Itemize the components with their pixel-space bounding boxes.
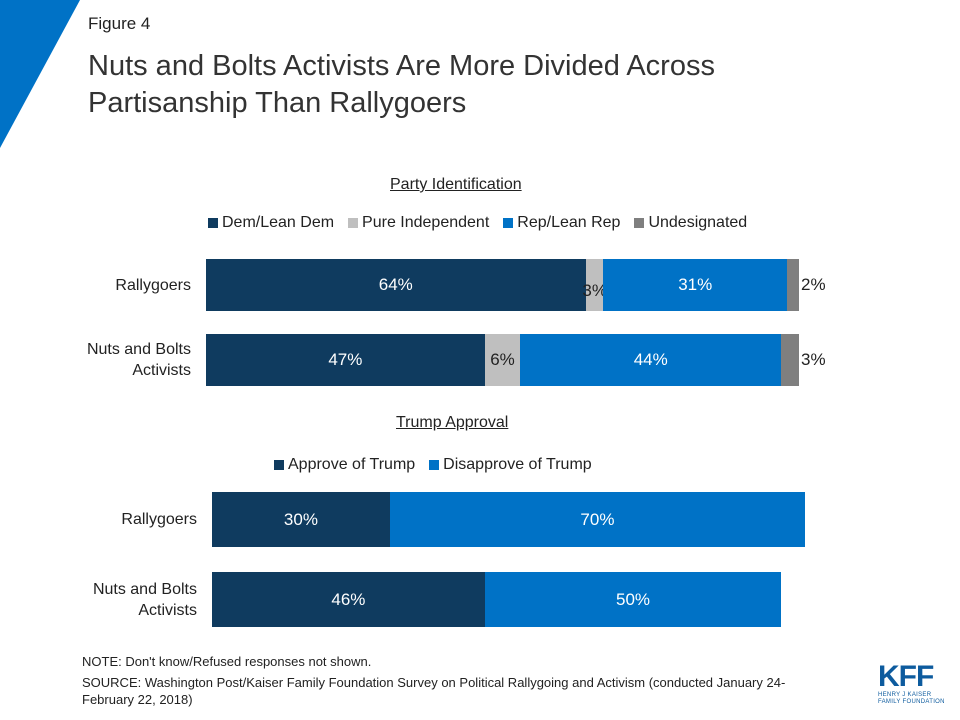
bar-segment-rep-lean-rep	[520, 334, 782, 386]
party-chart-title: Party Identification	[390, 176, 522, 193]
legend-swatch	[208, 218, 218, 228]
legend-swatch	[348, 218, 359, 228]
row-label-nuts-and-bolts-activists: Nuts and Bolts Activists	[92, 580, 197, 619]
bar-segment-undesignated	[787, 259, 799, 311]
data-label-rep-lean-rep: 44%	[633, 350, 668, 369]
logo-main-text: KFF	[878, 660, 934, 693]
bar-segment-undesignated	[781, 334, 799, 386]
trump-legend: Approve of Trump Disapprove of Trump	[274, 456, 592, 474]
source-text: SOURCE: Washington Post/Kaiser Family Fo…	[82, 675, 786, 707]
data-label-disapprove-of-trump: 70%	[580, 509, 615, 529]
data-label-approve-of-trump: 30%	[283, 509, 318, 529]
legend-label: Disapprove of Trump	[443, 456, 592, 473]
logo-sub-line-2: FAMILY FOUNDATION	[878, 699, 945, 705]
bar-segment-rep-lean-rep	[603, 259, 788, 311]
data-label-dem-lean-dem: 47%	[328, 350, 363, 369]
legend-label: Rep/Lean Rep	[517, 214, 621, 231]
legend-swatch	[634, 218, 645, 228]
kff-logo: KFF HENRY J KAISER FAMILY FOUNDATION	[878, 662, 945, 706]
data-label-disapprove-of-trump: 50%	[616, 589, 651, 609]
legend-label: Undesignated	[648, 214, 748, 231]
bar-segment-pure-independent	[585, 259, 604, 311]
note-text: NOTE: Don't know/Refused responses not s…	[82, 654, 372, 669]
title-line-2: Partisanship Than Rallygoers	[88, 87, 467, 119]
bar-segment-approve-of-trump	[212, 492, 390, 547]
legend-item-rep-lean-rep: Rep/Lean Rep	[503, 214, 620, 232]
legend-swatch	[503, 218, 514, 228]
bar-segment-disapprove-of-trump	[484, 572, 782, 627]
legend-item-disapprove-of-trump: Disapprove of Trump	[429, 456, 592, 474]
corner-accent-shape	[0, 0, 80, 148]
data-label-pure-independent: 6%	[490, 350, 515, 369]
data-label-approve-of-trump: 46%	[331, 589, 366, 609]
row-label-rallygoers: Rallygoers	[121, 511, 197, 528]
legend-swatch	[429, 460, 440, 470]
bar-segment-approve-of-trump	[212, 572, 485, 627]
legend-item-undesignated: Undesignated	[634, 214, 747, 232]
bar-segment-dem-lean-dem	[206, 334, 485, 386]
row-label-rallygoers: Rallygoers	[115, 276, 191, 294]
legend-item-pure-independent: Pure Independent	[348, 214, 489, 232]
data-label-rep-lean-rep: 31%	[678, 275, 713, 294]
legend-swatch	[274, 460, 284, 470]
legend-item-dem-lean-dem: Dem/Lean Dem	[208, 214, 334, 232]
chart-title: Nuts and Bolts Activists Are More Divide…	[88, 48, 908, 122]
trump-chart-title: Trump Approval	[396, 414, 509, 431]
legend-label: Dem/Lean Dem	[222, 214, 335, 231]
data-label-pure-independent: 3%	[582, 281, 607, 300]
party-legend: Dem/Lean Dem Pure Independent Rep/Lean Rep…	[208, 214, 747, 232]
data-label-undesignated: 3%	[801, 350, 826, 369]
bar-segment-pure-independent	[484, 334, 521, 386]
title-line-1: Nuts and Bolts Activists Are More Divide…	[88, 50, 715, 82]
legend-item-approve-of-trump: Approve of Trump	[274, 456, 415, 474]
logo-sub-line-1: HENRY J KAISER	[878, 692, 932, 698]
row-label-nuts-and-bolts-activists: Nuts and Bolts Activists	[86, 341, 191, 379]
data-label-dem-lean-dem: 64%	[378, 275, 413, 294]
legend-label: Pure Independent	[362, 214, 490, 231]
figure-label: Figure 4	[88, 14, 151, 33]
legend-label: Approve of Trump	[288, 456, 416, 473]
bar-segment-dem-lean-dem	[206, 259, 586, 311]
bar-segment-disapprove-of-trump	[389, 492, 805, 547]
data-label-undesignated: 2%	[801, 275, 826, 294]
